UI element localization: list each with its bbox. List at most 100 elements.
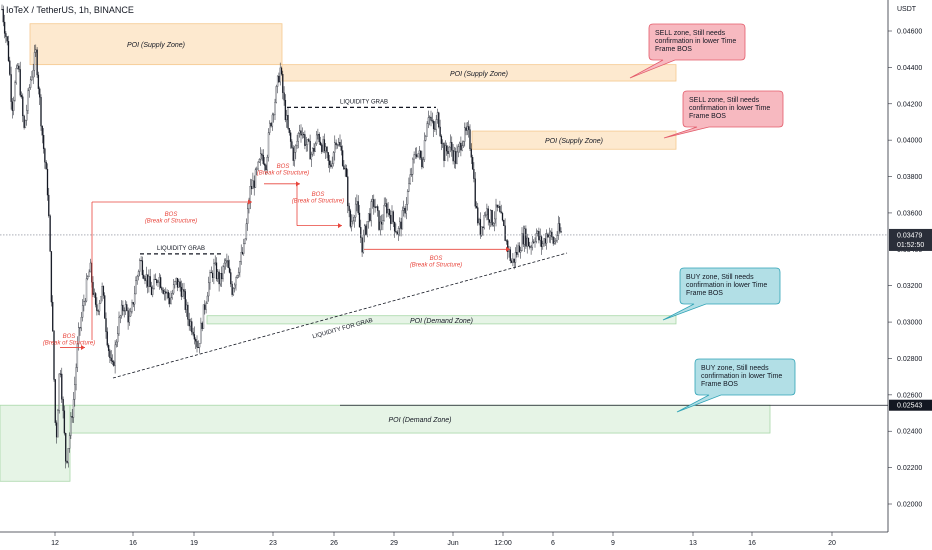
candle-body bbox=[379, 221, 381, 230]
candle-body bbox=[79, 327, 81, 329]
candle bbox=[67, 448, 69, 468]
candle-body bbox=[289, 132, 292, 142]
candle-body bbox=[340, 146, 342, 151]
bos-3-sublabel: (Break of Structure) bbox=[257, 171, 309, 177]
candle-body bbox=[374, 206, 376, 209]
candle-body bbox=[257, 161, 259, 170]
candle bbox=[374, 198, 376, 213]
candle-body bbox=[131, 302, 133, 312]
candle bbox=[521, 227, 523, 252]
bos-2-label: BOS bbox=[165, 212, 178, 218]
candle-body bbox=[136, 275, 138, 281]
candle bbox=[427, 110, 430, 129]
buy-note-2-line: confirmation in lower Time bbox=[701, 373, 782, 380]
price-tick-label: 0.02800 bbox=[897, 356, 922, 363]
candle-body bbox=[53, 330, 55, 380]
candle-body bbox=[54, 379, 56, 423]
candle bbox=[526, 233, 528, 254]
candle bbox=[70, 412, 72, 439]
candle bbox=[63, 405, 66, 436]
candle-body bbox=[422, 159, 424, 168]
candle bbox=[54, 378, 56, 426]
candle-body bbox=[13, 99, 15, 111]
candle-body bbox=[417, 153, 419, 157]
candle bbox=[71, 409, 73, 423]
candle bbox=[157, 279, 159, 287]
candle-body bbox=[227, 260, 229, 268]
candle-body bbox=[517, 245, 519, 255]
candle bbox=[348, 202, 350, 218]
candle bbox=[166, 289, 168, 300]
candle bbox=[55, 420, 58, 444]
candle-body bbox=[351, 221, 353, 227]
bos-5-arrow bbox=[506, 246, 510, 252]
candle bbox=[80, 312, 82, 332]
candle-body bbox=[59, 373, 62, 375]
price-tick-label: 0.04200 bbox=[897, 101, 922, 108]
candle-body bbox=[269, 122, 271, 133]
candle bbox=[176, 277, 179, 292]
candle-body bbox=[301, 134, 303, 136]
candle bbox=[226, 253, 228, 267]
candle bbox=[263, 157, 266, 171]
candle bbox=[275, 84, 277, 104]
candle bbox=[410, 167, 413, 177]
candle bbox=[344, 164, 346, 177]
candle bbox=[234, 282, 236, 293]
candle bbox=[509, 246, 511, 264]
candle-body bbox=[286, 114, 288, 121]
candle bbox=[483, 212, 485, 230]
candle-body bbox=[404, 207, 406, 214]
candle bbox=[529, 241, 531, 250]
candle-body bbox=[439, 126, 441, 137]
zones-layer: POI (Supply Zone) POI (Supply Zone) POI (S… bbox=[0, 23, 771, 482]
candle bbox=[169, 292, 171, 308]
candle-body bbox=[280, 67, 283, 75]
candle bbox=[426, 121, 428, 137]
candle-body bbox=[96, 304, 98, 311]
candle-body bbox=[132, 302, 134, 305]
candle bbox=[118, 311, 120, 336]
candle-body bbox=[85, 278, 88, 302]
candle bbox=[418, 146, 420, 160]
candle bbox=[534, 237, 536, 248]
candle bbox=[461, 140, 463, 152]
candle bbox=[137, 269, 140, 281]
candle bbox=[365, 223, 367, 236]
candle bbox=[79, 326, 81, 336]
candle bbox=[123, 307, 125, 318]
buy-note-2-bubble bbox=[676, 358, 796, 413]
candle bbox=[326, 145, 328, 159]
candle bbox=[185, 299, 188, 317]
candle-body bbox=[431, 120, 433, 122]
candle bbox=[40, 94, 42, 131]
candle-body bbox=[291, 141, 293, 148]
candle-body bbox=[52, 301, 54, 331]
candle bbox=[62, 396, 64, 419]
candle bbox=[110, 350, 112, 364]
candle bbox=[115, 339, 118, 348]
candle bbox=[301, 127, 303, 139]
candle bbox=[84, 298, 86, 306]
candle bbox=[306, 139, 309, 152]
candle bbox=[328, 154, 331, 173]
candle-body bbox=[347, 176, 349, 207]
candle-body bbox=[306, 139, 309, 145]
candle-body bbox=[458, 142, 461, 147]
candle-body bbox=[491, 210, 493, 226]
candle bbox=[556, 231, 558, 243]
candle-body bbox=[427, 117, 430, 124]
candle-body bbox=[114, 344, 116, 366]
candle bbox=[495, 198, 497, 227]
candle bbox=[340, 139, 342, 156]
candle-body bbox=[495, 204, 497, 220]
candle bbox=[61, 367, 63, 403]
candle bbox=[140, 256, 142, 262]
candle-body bbox=[49, 215, 51, 252]
candle bbox=[29, 76, 32, 90]
candle-body bbox=[447, 150, 449, 154]
candle bbox=[291, 139, 293, 149]
candle bbox=[538, 227, 540, 244]
candle bbox=[107, 343, 110, 357]
